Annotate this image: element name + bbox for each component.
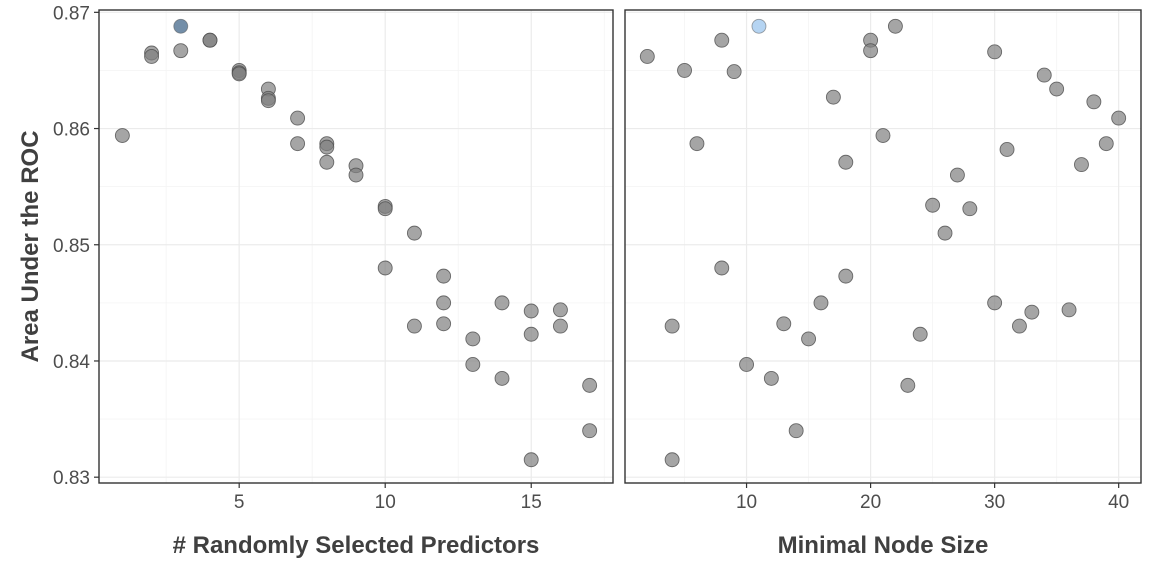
x-tick-label: 40 [1108,492,1129,513]
data-point [436,316,452,332]
data-point [726,64,742,80]
data-point [319,154,335,170]
data-point [1086,94,1102,110]
data-point [1074,157,1089,173]
data-point [838,268,854,284]
data-point [582,377,598,393]
data-point [260,93,276,109]
data-point [1049,81,1065,97]
data-point [900,377,916,393]
highlighted-data-point [751,18,767,34]
x-tick-label: 20 [860,492,881,513]
data-point [1111,110,1127,126]
data-point [552,302,568,318]
data-point [465,357,481,372]
data-point [949,167,965,183]
data-point [714,32,730,48]
data-point [664,318,680,334]
data-point [875,128,891,143]
y-ticks: 0.83 0.84 0.85 0.86 0.87 [53,3,99,489]
data-point [114,128,130,143]
panel-left-grid [99,10,613,483]
data-point [582,423,598,439]
data-point [290,110,306,126]
data-point [714,260,730,276]
data-point [739,357,755,372]
data-point [987,295,1003,311]
data-point [1061,302,1077,318]
data-point [406,225,422,241]
data-point [863,43,879,59]
panel-left-x-ticks: 5 10 15 [234,483,542,513]
data-point [801,331,817,347]
data-point [465,331,481,347]
x-axis-title-left: # Randomly Selected Predictors [173,532,540,559]
data-point [494,370,510,386]
data-point [677,62,692,78]
x-tick-label: 10 [736,492,757,513]
data-point [494,295,510,311]
x-tick-label: 10 [375,492,396,513]
data-point [999,142,1015,157]
data-point [436,295,452,311]
y-tick-label: 0.85 [53,236,90,257]
data-point [1011,318,1027,334]
data-point [763,370,779,386]
data-point [1098,136,1114,152]
panel-left-points [114,18,598,468]
x-tick-label: 15 [521,492,542,513]
data-point [825,89,841,105]
data-point [523,452,539,468]
data-point [776,316,792,332]
x-tick-label: 5 [234,492,245,513]
data-point [639,49,655,64]
data-point [912,326,928,342]
data-point [231,66,247,82]
panel-right: 10 20 30 40 [624,9,1142,513]
data-point [689,136,705,152]
data-point [377,260,393,276]
data-point [838,154,854,170]
panel-right-points [639,18,1127,468]
data-point [813,295,829,311]
data-point [319,139,335,155]
y-tick-label: 0.84 [53,352,90,373]
panel-right-border [624,9,1142,484]
data-point [523,326,539,342]
data-point [887,18,903,34]
x-tick-label: 30 [984,492,1005,513]
data-point [552,318,568,334]
data-point [523,303,539,319]
x-axis-title-right: Minimal Node Size [778,532,989,559]
y-axis-title: Area Under the ROC [17,130,44,362]
data-point [987,44,1003,60]
data-point [1036,67,1052,83]
highlighted-data-point [173,18,189,34]
data-point [937,225,953,241]
y-tick-label: 0.87 [53,3,90,24]
y-tick-label: 0.86 [53,120,90,141]
data-point [202,32,218,48]
panel-left: 5 10 15 0.83 0.84 0.85 0.86 0.87 [53,3,614,513]
data-point [962,201,978,217]
data-point [173,43,189,59]
data-point [377,201,393,217]
data-point [788,423,804,439]
data-point [436,268,452,284]
panel-right-x-ticks: 10 20 30 40 [736,483,1129,513]
panel-left-border [98,9,614,484]
data-point [348,167,364,183]
y-tick-label: 0.83 [53,468,90,489]
data-point [290,136,306,152]
data-point [144,49,160,64]
panel-right-grid [625,10,1141,483]
data-point [406,318,422,334]
p2-plot-background [625,10,1141,483]
p1-plot-background [99,10,613,483]
data-point [1024,304,1040,320]
data-point [925,197,941,213]
data-point [664,452,680,468]
